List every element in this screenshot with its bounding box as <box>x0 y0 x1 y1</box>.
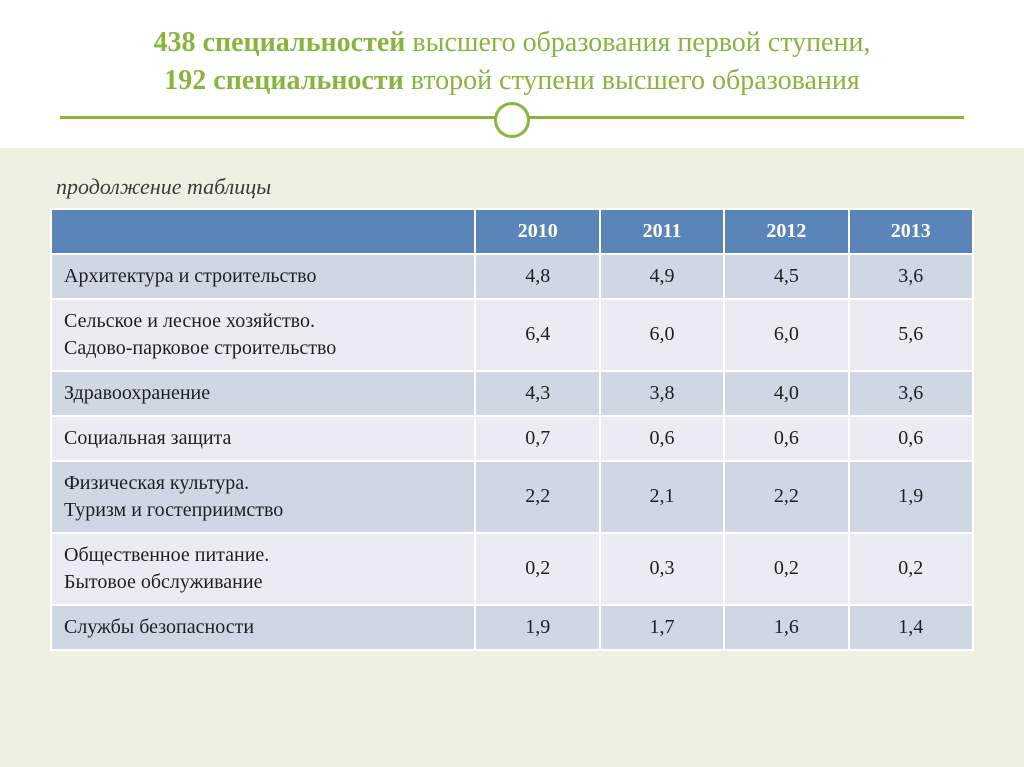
cell: 4,3 <box>475 371 599 416</box>
cell: 6,4 <box>475 299 599 371</box>
table-subtitle: продолжение таблицы <box>56 174 974 200</box>
col-head: 2010 <box>475 209 599 254</box>
table-body: Архитектура и строительство 4,8 4,9 4,5 … <box>51 254 973 650</box>
cell: 0,7 <box>475 416 599 461</box>
cell: 4,9 <box>600 254 724 299</box>
cell: 0,6 <box>600 416 724 461</box>
table-row: Службы безопасности 1,9 1,7 1,6 1,4 <box>51 605 973 650</box>
cell: 3,6 <box>849 371 973 416</box>
cell: 5,6 <box>849 299 973 371</box>
cell: 4,0 <box>724 371 848 416</box>
title-bold-1: 438 специальностей <box>154 27 406 58</box>
row-label: Сельское и лесное хозяйство.Садово-парко… <box>51 299 475 371</box>
cell: 6,0 <box>724 299 848 371</box>
divider <box>60 102 964 138</box>
col-label-blank <box>51 209 475 254</box>
cell: 2,2 <box>724 461 848 533</box>
page-title: 438 специальностей высшего образования п… <box>60 24 964 100</box>
col-head: 2013 <box>849 209 973 254</box>
row-label: Архитектура и строительство <box>51 254 475 299</box>
cell: 1,4 <box>849 605 973 650</box>
cell: 3,8 <box>600 371 724 416</box>
cell: 0,3 <box>600 533 724 605</box>
cell: 0,2 <box>849 533 973 605</box>
cell: 1,9 <box>849 461 973 533</box>
table-row: Общественное питание.Бытовое обслуживани… <box>51 533 973 605</box>
cell: 0,2 <box>475 533 599 605</box>
header: 438 специальностей высшего образования п… <box>0 0 1024 148</box>
title-text-1: высшего образования первой ступени, <box>405 27 870 58</box>
table-row: Социальная защита 0,7 0,6 0,6 0,6 <box>51 416 973 461</box>
cell: 1,7 <box>600 605 724 650</box>
cell: 4,5 <box>724 254 848 299</box>
divider-circle-icon <box>494 102 530 138</box>
table-row: Здравоохранение 4,3 3,8 4,0 3,6 <box>51 371 973 416</box>
table-row: Физическая культура.Туризм и гостеприимс… <box>51 461 973 533</box>
cell: 1,6 <box>724 605 848 650</box>
cell: 0,2 <box>724 533 848 605</box>
cell: 0,6 <box>849 416 973 461</box>
cell: 1,9 <box>475 605 599 650</box>
cell: 2,2 <box>475 461 599 533</box>
title-text-2: второй ступени высшего образования <box>404 65 860 96</box>
cell: 2,1 <box>600 461 724 533</box>
row-label: Службы безопасности <box>51 605 475 650</box>
table-header-row: 2010 2011 2012 2013 <box>51 209 973 254</box>
cell: 0,6 <box>724 416 848 461</box>
col-head: 2012 <box>724 209 848 254</box>
cell: 4,8 <box>475 254 599 299</box>
cell: 6,0 <box>600 299 724 371</box>
row-label: Социальная защита <box>51 416 475 461</box>
col-head: 2011 <box>600 209 724 254</box>
table-row: Архитектура и строительство 4,8 4,9 4,5 … <box>51 254 973 299</box>
content: продолжение таблицы 2010 2011 2012 2013 … <box>0 148 1024 651</box>
row-label: Общественное питание.Бытовое обслуживани… <box>51 533 475 605</box>
row-label: Здравоохранение <box>51 371 475 416</box>
row-label: Физическая культура.Туризм и гостеприимс… <box>51 461 475 533</box>
title-bold-2: 192 специальности <box>164 65 403 96</box>
slide: 438 специальностей высшего образования п… <box>0 0 1024 767</box>
data-table: 2010 2011 2012 2013 Архитектура и строит… <box>50 208 974 651</box>
table-row: Сельское и лесное хозяйство.Садово-парко… <box>51 299 973 371</box>
cell: 3,6 <box>849 254 973 299</box>
